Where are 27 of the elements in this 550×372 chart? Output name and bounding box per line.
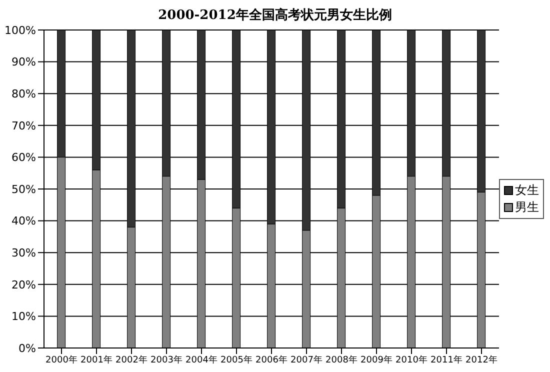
x-tick-label: 2006年 — [256, 354, 288, 366]
x-tick-label: 2012年 — [466, 354, 498, 366]
legend-label: 女生 — [515, 182, 539, 199]
y-tick-label: 10% — [12, 310, 36, 324]
y-tick-label: 30% — [12, 246, 36, 260]
legend-label: 男生 — [515, 199, 539, 216]
x-tick-label: 2007年 — [290, 354, 322, 366]
x-tick-label: 2005年 — [220, 354, 252, 366]
y-tick-label: 50% — [12, 182, 36, 196]
x-tick-label: 2004年 — [186, 354, 218, 366]
x-tick-label: 2002年 — [116, 354, 148, 366]
x-tick-label: 2000年 — [46, 354, 78, 366]
x-tick-label: 2011年 — [430, 354, 462, 366]
x-tick-label: 2008年 — [326, 354, 358, 366]
y-tick-label: 80% — [12, 88, 36, 101]
x-tick-label: 2009年 — [360, 354, 392, 366]
y-tick-label: 40% — [12, 214, 36, 228]
x-tick-label: 2001年 — [80, 354, 112, 366]
y-tick-label: 20% — [12, 278, 36, 292]
y-tick-label: 70% — [12, 119, 36, 132]
y-tick-label: 90% — [12, 56, 36, 69]
x-tick-label: 2003年 — [150, 354, 182, 366]
y-tick-label: 0% — [18, 342, 36, 355]
chart-title: 2000-2012年全国高考状元男女生比例 — [158, 8, 392, 23]
y-tick-label: 60% — [12, 151, 36, 164]
y-tick-label: 100% — [4, 24, 36, 37]
x-tick-label: 2010年 — [396, 354, 428, 366]
